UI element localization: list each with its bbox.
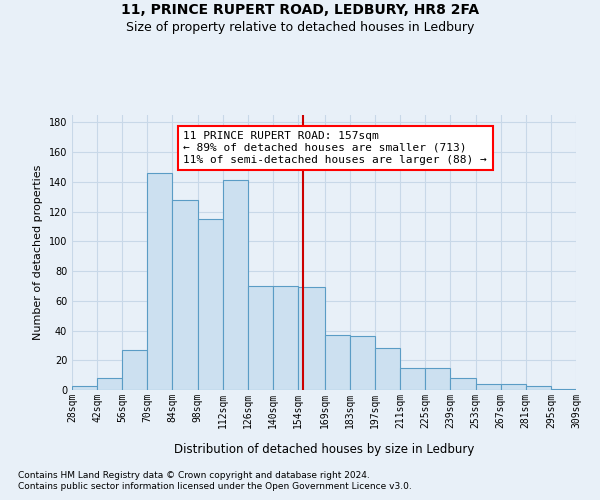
Text: Contains public sector information licensed under the Open Government Licence v3: Contains public sector information licen… bbox=[18, 482, 412, 491]
Bar bbox=[148, 173, 172, 390]
Bar bbox=[197, 219, 223, 390]
Bar bbox=[223, 180, 248, 390]
Text: 11 PRINCE RUPERT ROAD: 157sqm
← 89% of detached houses are smaller (713)
11% of : 11 PRINCE RUPERT ROAD: 157sqm ← 89% of d… bbox=[183, 132, 487, 164]
Text: Contains HM Land Registry data © Crown copyright and database right 2024.: Contains HM Land Registry data © Crown c… bbox=[18, 470, 370, 480]
Bar bbox=[273, 286, 298, 390]
Text: Size of property relative to detached houses in Ledbury: Size of property relative to detached ho… bbox=[126, 21, 474, 34]
Text: 11, PRINCE RUPERT ROAD, LEDBURY, HR8 2FA: 11, PRINCE RUPERT ROAD, LEDBURY, HR8 2FA bbox=[121, 2, 479, 16]
Bar bbox=[298, 288, 325, 390]
Text: Distribution of detached houses by size in Ledbury: Distribution of detached houses by size … bbox=[174, 442, 474, 456]
Bar bbox=[451, 378, 476, 390]
Bar bbox=[375, 348, 400, 390]
Y-axis label: Number of detached properties: Number of detached properties bbox=[33, 165, 43, 340]
Bar bbox=[325, 335, 350, 390]
Bar bbox=[400, 368, 425, 390]
Bar bbox=[500, 384, 526, 390]
Bar bbox=[526, 386, 551, 390]
Bar bbox=[425, 368, 451, 390]
Bar bbox=[248, 286, 273, 390]
Bar bbox=[122, 350, 148, 390]
Bar bbox=[551, 388, 576, 390]
Bar bbox=[476, 384, 500, 390]
Bar bbox=[72, 386, 97, 390]
Bar bbox=[97, 378, 122, 390]
Bar bbox=[172, 200, 197, 390]
Bar bbox=[350, 336, 375, 390]
